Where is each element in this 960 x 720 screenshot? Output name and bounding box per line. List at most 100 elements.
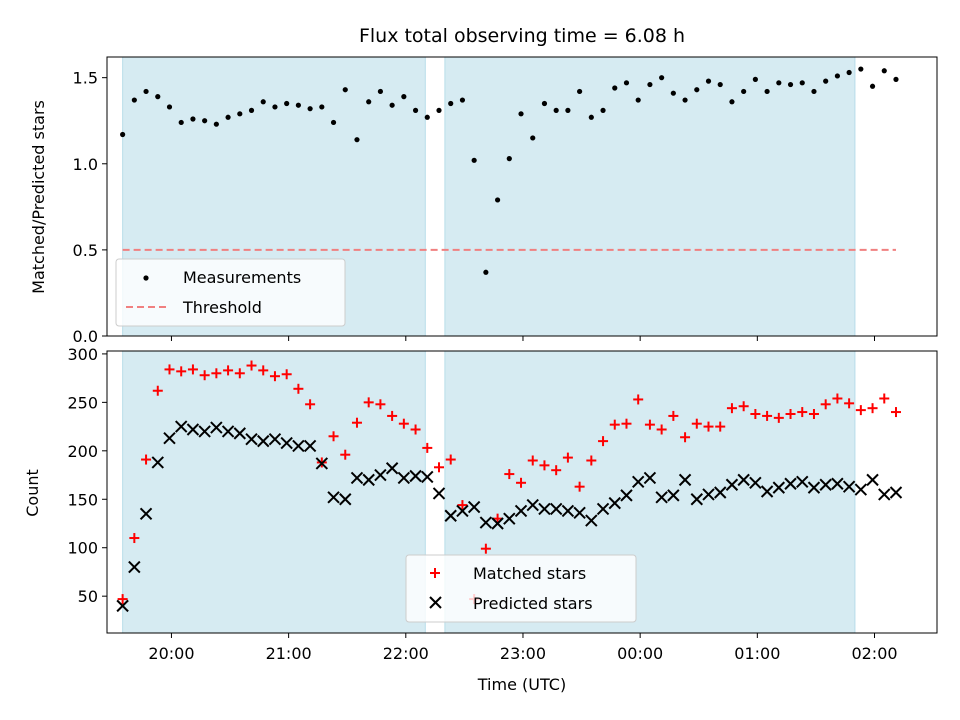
predicted-stars-point	[725, 478, 739, 491]
predicted-stars-point	[303, 439, 317, 453]
y-tick-label: 50	[78, 587, 98, 606]
matched-stars-point	[762, 410, 773, 421]
y-tick-label: 0.5	[73, 241, 98, 260]
top-axes-frame	[106, 56, 938, 337]
measurement-point	[635, 97, 641, 103]
matched-stars-point	[422, 442, 433, 453]
predicted-stars-point	[163, 432, 176, 445]
predicted-stars-point	[655, 491, 668, 504]
predicted-stars-point	[643, 471, 657, 485]
measurement-point	[893, 76, 899, 82]
measurement-point	[272, 104, 278, 110]
matched-stars-point	[738, 401, 749, 412]
bottom-y-axis-label: Count	[23, 469, 42, 517]
observing-window-span-1	[122, 350, 426, 634]
measurement-point	[260, 99, 266, 105]
matched-stars-point	[516, 477, 527, 488]
matched-stars-point	[832, 393, 843, 404]
measurement-point	[483, 269, 489, 275]
matched-stars-point	[141, 454, 152, 465]
bottom-y-ticks: 50 100 150 200 250 300	[67, 345, 107, 606]
predicted-stars-point	[491, 517, 504, 530]
measurement-point	[752, 76, 758, 82]
predicted-stars-point	[292, 439, 305, 453]
measurement-point	[424, 114, 430, 120]
predicted-stars-point	[854, 483, 868, 496]
chart-title: Flux total observing time = 6.08 h	[359, 25, 685, 47]
matched-stars-point	[117, 594, 128, 605]
measurement-point	[131, 97, 137, 103]
matched-stars-point	[621, 418, 632, 429]
measurement-point	[659, 75, 665, 81]
matched-stars-point	[855, 405, 866, 416]
predicted-stars-point	[596, 502, 610, 516]
legend-predicted-marker	[429, 596, 442, 609]
predicted-stars-point	[233, 427, 247, 440]
predicted-stars-point	[421, 470, 434, 484]
predicted-stars-point	[866, 473, 879, 487]
predicted-stars-point	[526, 498, 539, 512]
matched-stars-point	[234, 368, 245, 379]
matched-stars-point	[492, 513, 503, 524]
measurement-point	[588, 114, 594, 120]
measurement-point	[612, 85, 618, 91]
x-tick-label: 22:00	[383, 644, 429, 663]
predicted-stars-point	[772, 481, 786, 494]
predicted-stars-point	[631, 475, 645, 489]
predicted-stars-point	[737, 473, 750, 487]
matched-stars-point	[750, 408, 761, 419]
matched-stars-point	[562, 452, 573, 463]
predicted-stars-point	[444, 509, 457, 522]
predicted-stars-point	[819, 478, 832, 491]
measurement-point	[319, 104, 325, 110]
predicted-stars-point	[374, 468, 387, 482]
measurement-point	[881, 68, 887, 74]
measurement-point	[436, 107, 442, 113]
count-marks	[116, 360, 903, 613]
y-tick-label: 1.5	[73, 69, 98, 88]
predicted-stars-point	[702, 488, 715, 501]
measurement-point	[225, 114, 231, 120]
measurement-point	[694, 87, 700, 93]
predicted-stars-point	[667, 489, 680, 502]
y-tick-label: 150	[67, 490, 98, 509]
legend-matched-label: Matched stars	[473, 564, 586, 583]
matched-stars-point	[539, 460, 550, 471]
measurement-point	[553, 107, 559, 113]
ratio-marks	[120, 66, 899, 275]
predicted-stars-point	[397, 471, 411, 485]
measurement-point	[530, 135, 536, 141]
matched-stars-point	[867, 403, 878, 414]
measurement-point	[506, 156, 512, 162]
measurement-point	[342, 87, 348, 93]
predicted-stars-point	[362, 473, 375, 487]
matched-stars-point	[281, 369, 292, 380]
matched-stars-point	[164, 364, 175, 375]
predicted-stars-point	[198, 425, 211, 438]
matched-stars-point	[726, 403, 737, 414]
matched-stars-point	[211, 368, 222, 379]
matched-stars-point	[680, 432, 691, 443]
matched-stars-point	[586, 455, 597, 466]
predicted-stars-point	[467, 500, 481, 514]
x-tick-label: 20:00	[148, 644, 194, 663]
matched-stars-point	[293, 383, 304, 394]
measurement-point	[120, 131, 126, 138]
matched-stars-point	[574, 481, 585, 492]
predicted-stars-point	[139, 507, 153, 521]
matched-stars-point	[363, 397, 374, 408]
predicted-stars-point	[151, 456, 164, 469]
measurement-point	[647, 81, 653, 88]
x-axis-label: Time (UTC)	[477, 675, 566, 694]
measurement-point	[670, 90, 676, 96]
predicted-stars-point	[186, 423, 200, 436]
matched-stars-point	[598, 436, 609, 447]
matched-stars-point	[410, 424, 421, 435]
measurement-point	[166, 104, 173, 110]
predicted-stars-point	[585, 514, 598, 527]
predicted-stars-point	[690, 493, 703, 506]
y-tick-label: 1.0	[73, 155, 98, 174]
predicted-stars-point	[796, 475, 809, 489]
matched-stars-point	[305, 399, 316, 410]
